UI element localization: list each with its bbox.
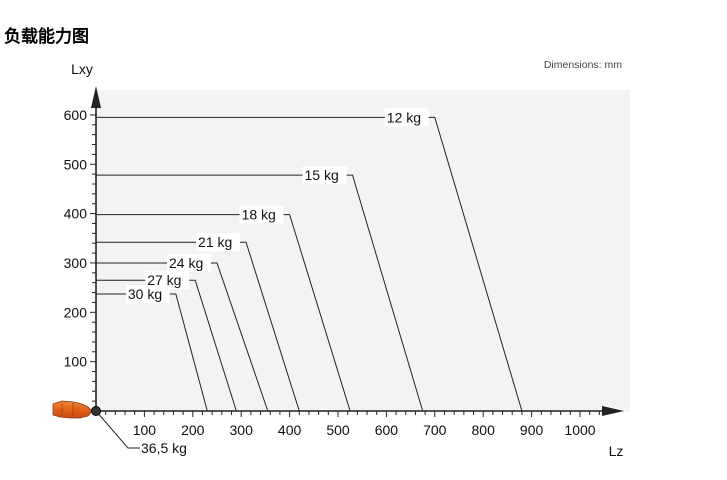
y-tick-label: 300: [64, 255, 88, 271]
units-note: Dimensions: mm: [544, 59, 622, 71]
plot-background: [96, 90, 630, 412]
x-axis-arrow: [602, 406, 624, 416]
series-label: 30 kg: [128, 286, 162, 302]
y-tick-label: 400: [64, 206, 88, 222]
series-line: [96, 116, 523, 412]
series-label-gap: [302, 166, 347, 185]
x-tick-label: 400: [278, 422, 302, 438]
x-tick-label: 1000: [564, 422, 595, 438]
x-axis-label: Lz: [609, 443, 624, 459]
x-tick-label: 800: [472, 422, 496, 438]
series-label: 27 kg: [147, 272, 181, 288]
y-tick-label: 500: [64, 156, 88, 172]
page-title: 负载能力图: [4, 27, 89, 47]
series-label-gap: [239, 205, 284, 224]
y-tick-label: 200: [64, 304, 88, 320]
x-tick-label: 600: [375, 422, 399, 438]
series-label-gap: [384, 108, 429, 127]
y-tick-label: 600: [64, 107, 88, 123]
series-line: [96, 174, 424, 412]
series-label: 24 kg: [169, 255, 203, 271]
series-label: 12 kg: [387, 109, 421, 125]
series-label: 36,5 kg: [141, 440, 187, 456]
series-line: [96, 214, 351, 412]
series-leader-line: [95, 410, 140, 449]
x-tick-label: 200: [181, 422, 205, 438]
y-axis-arrow: [91, 86, 101, 108]
series-label: 15 kg: [305, 167, 339, 183]
series-line: [96, 262, 269, 412]
x-tick-label: 300: [230, 422, 254, 438]
series-line: [96, 279, 237, 412]
series-label: 21 kg: [198, 234, 232, 250]
x-tick-label: 100: [133, 422, 157, 438]
series-label-gap: [167, 253, 211, 272]
y-tick-label: 100: [64, 354, 88, 370]
series-label-gap: [196, 233, 241, 252]
series-line: [96, 293, 208, 412]
y-axis-label: Lxy: [71, 61, 93, 77]
tool-center-point: [91, 406, 101, 416]
series-label-gap: [125, 285, 170, 304]
series-label-gap: [145, 271, 190, 290]
x-tick-label: 500: [326, 422, 350, 438]
robot-flange-graphic: [52, 400, 101, 419]
x-tick-label: 900: [520, 422, 544, 438]
series-line: [96, 241, 300, 412]
series-label: 18 kg: [242, 207, 276, 223]
x-tick-label: 700: [423, 422, 447, 438]
